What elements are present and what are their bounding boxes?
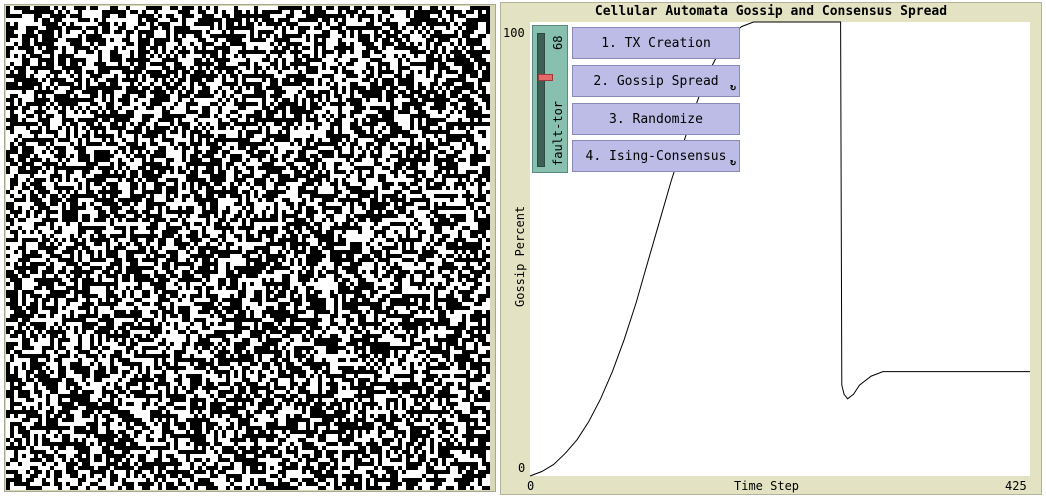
x-min-label: 0 [527, 479, 534, 493]
x-max-label: 425 [1005, 479, 1027, 493]
y-max-label: 100 [503, 26, 525, 40]
forever-icon: ↻ [729, 82, 736, 93]
button-label: 3. Randomize [609, 111, 703, 127]
randomize-button[interactable]: 3. Randomize [572, 103, 740, 135]
button-label: 2. Gossip Spread [593, 73, 719, 89]
series-line-gossip [529, 21, 1030, 477]
slider-track[interactable] [537, 33, 553, 167]
tx-creation-button[interactable]: 1. TX Creation [572, 27, 740, 59]
button-label: 4. Ising-Consensus [585, 148, 727, 164]
slider-handle[interactable] [538, 74, 553, 81]
x-axis-label: Time Step [734, 479, 799, 493]
button-label: 1. TX Creation [601, 35, 711, 51]
gossip-spread-button[interactable]: 2. Gossip Spread ↻ [572, 65, 740, 97]
y-axis-label: Gossip Percent [513, 206, 527, 307]
fault-tor-slider[interactable]: fault-tor 68 [532, 25, 568, 173]
plot-title: Cellular Automata Gossip and Consensus S… [594, 4, 948, 19]
slider-value: 68 [551, 35, 565, 50]
forever-icon: ↻ [729, 157, 736, 168]
world-view[interactable] [6, 6, 490, 490]
slider-label: fault-tor [551, 100, 565, 166]
gossip-plot: 100 0 0 425 Time Step Gossip Percent [503, 21, 1030, 493]
plot-area [530, 22, 1030, 476]
y-min-label: 0 [518, 461, 525, 475]
ising-consensus-button[interactable]: 4. Ising-Consensus ↻ [572, 140, 740, 172]
